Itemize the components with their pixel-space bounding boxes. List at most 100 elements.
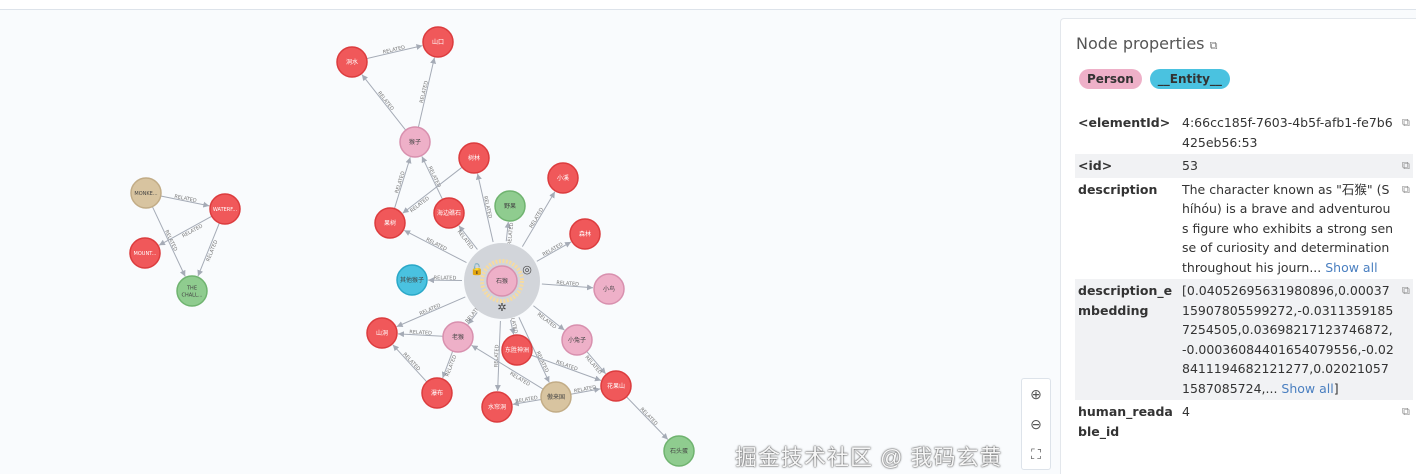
relationship-edge[interactable]: RELATED	[521, 191, 556, 247]
node-circle[interactable]	[129, 237, 161, 269]
node-circle[interactable]	[600, 370, 632, 402]
graph-node[interactable]: 猴子	[399, 126, 431, 158]
relationship-edge[interactable]: RELATED	[361, 74, 407, 131]
graph-node[interactable]: 老猴	[442, 321, 474, 353]
relationship-edge[interactable]: RELATED	[512, 395, 542, 407]
node-circle[interactable]	[442, 321, 474, 353]
relationship-edge[interactable]: RELATED	[626, 396, 669, 440]
graph-node[interactable]: MONKE...	[130, 177, 162, 209]
label-entity[interactable]: __Entity__	[1149, 69, 1230, 89]
fit-to-screen-icon[interactable]: ⛶	[1031, 445, 1041, 462]
show-all-link[interactable]: Show all	[1281, 380, 1334, 396]
copy-icon[interactable]: ⧉	[1402, 116, 1410, 129]
graph-node[interactable]: 果树	[374, 207, 406, 239]
zoom-in-icon[interactable]: ⊕	[1030, 385, 1042, 402]
show-all-link[interactable]: Show all	[1325, 259, 1378, 275]
edge-label: RELATED	[584, 355, 603, 376]
graph-node[interactable]: 傲来国	[540, 381, 572, 413]
relationship-edge[interactable]: RELATED	[197, 222, 220, 277]
node-circle[interactable]	[663, 435, 695, 467]
eye-off-icon[interactable]: ◎	[522, 264, 532, 276]
property-key: human_readable_id	[1078, 404, 1173, 439]
relationship-edge[interactable]: RELATED	[392, 344, 428, 383]
node-circle[interactable]	[569, 218, 601, 250]
node-circle[interactable]	[374, 207, 406, 239]
relationship-edge[interactable]: RELATED	[403, 229, 467, 264]
relationship-edge[interactable]: RELATED	[417, 57, 436, 128]
relationship-edge[interactable]: RELATED	[366, 44, 423, 60]
expand-icon[interactable]: ✲	[497, 302, 506, 314]
node-circle[interactable]	[481, 391, 513, 423]
graph-node[interactable]: 野果	[494, 190, 526, 222]
graph-node[interactable]: 洞水	[336, 46, 368, 78]
graph-node[interactable]: THECHALL...	[176, 275, 208, 307]
graph-node[interactable]: 水帘洞	[481, 391, 513, 423]
graph-node[interactable]: 瀑布	[421, 377, 453, 409]
node-circle[interactable]	[561, 324, 593, 356]
edge-label: RELATED	[163, 229, 178, 252]
relationship-edge[interactable]: RELATED	[533, 305, 565, 331]
relationship-edge[interactable]: RELATED	[584, 351, 607, 376]
relationship-edge[interactable]: RELATED	[536, 241, 572, 262]
graph-node[interactable]: WATERF...	[209, 193, 241, 225]
graph-node[interactable]: 山洞	[366, 317, 398, 349]
relationship-edge[interactable]: RELATED	[151, 206, 186, 277]
graph-node[interactable]: 其他猴子	[396, 264, 428, 296]
node-label: WATERF...	[213, 207, 238, 213]
relationship-edge[interactable]: RELATED	[456, 225, 478, 251]
relationship-edge[interactable]: RELATED	[441, 350, 459, 379]
node-circle[interactable]	[433, 197, 465, 229]
graph-node[interactable]: 小兔子	[561, 324, 593, 356]
node-circle[interactable]	[422, 26, 454, 58]
lock-icon[interactable]: 🔓	[470, 263, 484, 276]
relationship-edge[interactable]: RELATED	[427, 275, 463, 284]
copy-icon[interactable]: ⧉	[1402, 159, 1410, 172]
graph-node[interactable]: 花果山	[600, 370, 632, 402]
node-circle[interactable]	[366, 317, 398, 349]
copy-icon[interactable]: ⧉	[1402, 182, 1410, 196]
node-circle[interactable]	[593, 273, 625, 305]
node-circle[interactable]	[458, 142, 490, 174]
relationship-edge[interactable]: RELATED	[570, 385, 601, 395]
node-circle[interactable]	[399, 126, 431, 158]
node-circle[interactable]	[176, 275, 208, 307]
copy-icon[interactable]: ⧉	[1402, 405, 1410, 418]
graph-node[interactable]: 山口	[422, 26, 454, 58]
node-circle[interactable]	[421, 377, 453, 409]
edge-label: RELATED	[534, 351, 549, 374]
node-circle[interactable]	[209, 193, 241, 225]
relationship-edge[interactable]: RELATED	[508, 311, 519, 335]
node-circle[interactable]	[501, 334, 533, 366]
node-circle[interactable]	[130, 177, 162, 209]
zoom-out-icon[interactable]: ⊖	[1030, 415, 1042, 432]
copy-icon[interactable]: ⧉	[1209, 39, 1218, 52]
relationship-edge[interactable]: RELATED	[397, 329, 444, 338]
relationship-edge[interactable]: RELATED	[393, 157, 412, 209]
graph-node[interactable]: 东胜神洲	[501, 334, 533, 366]
relationship-edge[interactable]: RELATED	[541, 280, 594, 291]
node-circle[interactable]	[486, 265, 518, 297]
graph-node[interactable]: 小溪	[547, 162, 579, 194]
graph-node[interactable]: 树林	[458, 142, 490, 174]
copy-icon[interactable]: ⧉	[1402, 284, 1410, 297]
node-circle[interactable]	[540, 381, 572, 413]
graph-node[interactable]: 石猴	[486, 265, 518, 297]
relationship-edge[interactable]: RELATED	[475, 173, 494, 243]
relationship-edge[interactable]: RELATED	[421, 156, 443, 200]
graph-node[interactable]: MOUNT...	[129, 237, 161, 269]
relationship-edge[interactable]: RELATED	[504, 221, 515, 246]
graph-node[interactable]: 森林	[569, 218, 601, 250]
edge-label: RELATED	[507, 222, 515, 245]
selection-halo	[480, 259, 524, 303]
graph-node[interactable]: 海边礁石	[433, 197, 465, 229]
node-circle[interactable]	[547, 162, 579, 194]
relationship-edge[interactable]: RELATED	[494, 320, 501, 392]
node-circle[interactable]	[336, 46, 368, 78]
node-circle[interactable]	[494, 190, 526, 222]
label-person[interactable]: Person	[1079, 69, 1142, 89]
graph-node[interactable]: 小鸟	[593, 273, 625, 305]
node-circle[interactable]	[396, 264, 428, 296]
relationship-edge[interactable]: RELATED	[160, 194, 210, 208]
graph-node[interactable]: 石头蛋	[663, 435, 695, 467]
